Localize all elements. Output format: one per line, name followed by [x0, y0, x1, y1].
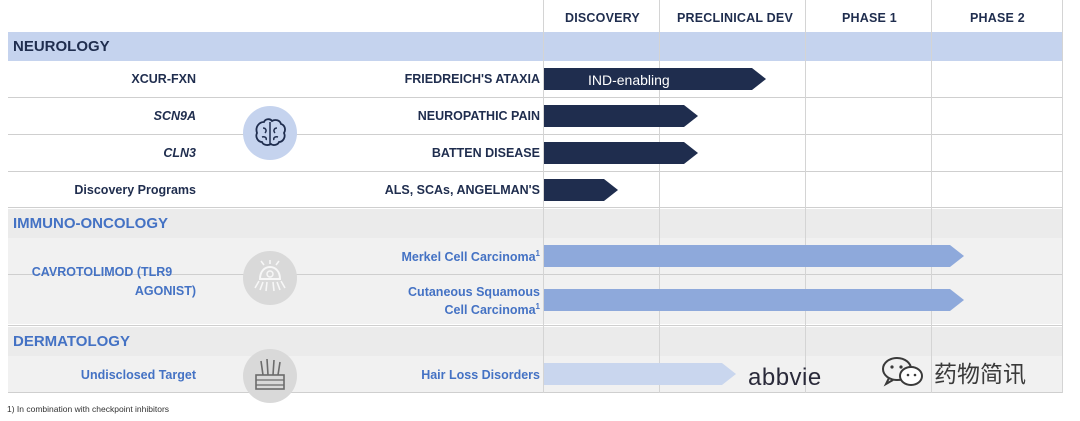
- indication-batten-disease: BATTEN DISEASE: [431, 146, 540, 160]
- cell-icon: [243, 251, 297, 305]
- indication-friedreichs-ataxia: FRIEDREICH'S ATAXIA: [404, 72, 540, 86]
- row-divider: [8, 325, 1063, 326]
- watermark: 药物简讯: [880, 355, 1026, 389]
- phase-header-phase1: PHASE 1: [842, 11, 897, 25]
- phase-header-phase2: PHASE 2: [970, 11, 1025, 25]
- progress-bar-neuropathic-pain: [544, 105, 698, 127]
- bar-label-ind-enabling: IND-enabling: [588, 72, 670, 88]
- column-divider: [1062, 0, 1063, 393]
- progress-bar-discovery-programs: [544, 179, 618, 201]
- indication-cscc-line2: Cell Carcinoma1: [444, 302, 540, 318]
- section-title-dermatology: DERMATOLOGY: [13, 333, 130, 350]
- indication-merkel-cell: Merkel Cell Carcinoma1: [401, 249, 540, 265]
- indication-cscc-line1: Cutaneous Squamous: [408, 285, 540, 299]
- column-divider: [659, 0, 660, 393]
- asset-cln3: CLN3: [163, 146, 196, 160]
- footnote: 1) In combination with checkpoint inhibi…: [7, 404, 170, 414]
- hair-follicle-icon: [243, 349, 297, 403]
- section-title-neurology: NEUROLOGY: [13, 38, 110, 55]
- asset-xcur-fxn: XCUR-FXN: [131, 72, 196, 86]
- progress-bar-hair-loss: [544, 363, 736, 385]
- neurology-section-bar: [8, 32, 1063, 61]
- indication-hair-loss: Hair Loss Disorders: [421, 368, 540, 382]
- asset-undisclosed-target: Undisclosed Target: [80, 368, 196, 382]
- indication-neuropathic-pain: NEUROPATHIC PAIN: [417, 109, 540, 123]
- immuno-section-bar: [8, 209, 1063, 238]
- progress-bar-friedreichs: [544, 68, 766, 90]
- phase-header-discovery: DISCOVERY: [565, 11, 640, 25]
- row-divider: [8, 171, 1063, 172]
- progress-bar-merkel-cell: [544, 245, 964, 267]
- abbvie-logo: abbvie: [748, 364, 822, 391]
- phase-header-preclinical: PRECLINICAL DEV: [677, 11, 793, 25]
- row-divider: [8, 207, 1063, 208]
- wechat-icon: [882, 357, 923, 387]
- row-divider: [8, 97, 1063, 98]
- section-title-immuno-oncology: IMMUNO-ONCOLOGY: [13, 215, 168, 232]
- progress-bar-batten-disease: [544, 142, 698, 164]
- column-divider: [543, 0, 544, 393]
- row-divider: [8, 134, 1063, 135]
- asset-cavrotolimod-line1: CAVROTOLIMOD (TLR9: [31, 265, 173, 279]
- brain-icon: [243, 106, 297, 160]
- column-divider: [931, 0, 932, 393]
- row-divider: [8, 274, 1063, 275]
- row-divider: [8, 392, 1063, 393]
- column-divider: [805, 0, 806, 393]
- asset-cavrotolimod-line2: AGONIST): [134, 284, 196, 298]
- indication-als-scas-angelmans: ALS, SCAs, ANGELMAN'S: [384, 183, 540, 197]
- progress-bar-cscc: [544, 289, 964, 311]
- asset-scn9a: SCN9A: [153, 109, 196, 123]
- derm-section-bar: [8, 327, 1063, 356]
- watermark-text: 药物简讯: [934, 361, 1026, 387]
- asset-discovery-programs: Discovery Programs: [74, 183, 196, 197]
